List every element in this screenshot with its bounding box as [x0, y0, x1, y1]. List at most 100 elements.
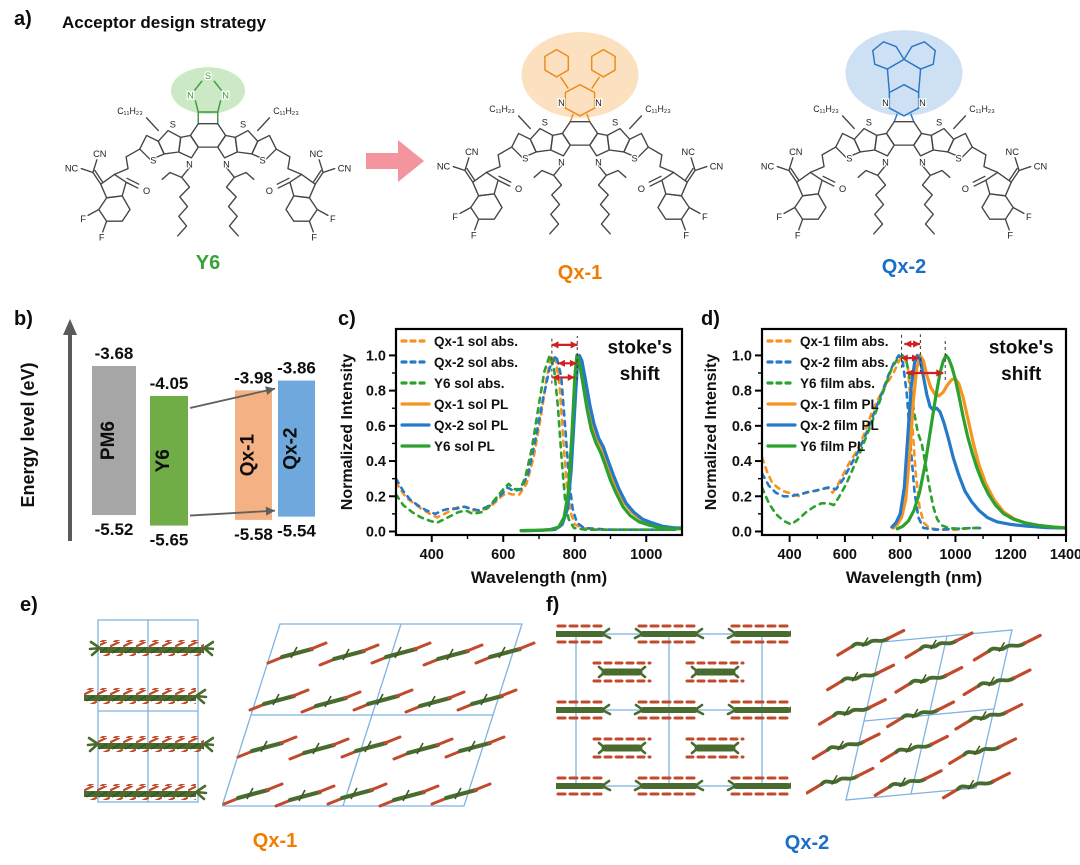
axes: 400 600 800 1000 0.0 0.2 0.4 0.6 0.8 1.0 Wavelengt… [339, 348, 662, 587]
legend-label: Y6 sol abs. [434, 376, 505, 391]
f-label: F [1007, 231, 1013, 241]
legend-label: Qx-1 sol abs. [434, 334, 518, 349]
lamella-row [84, 688, 208, 705]
lumo-value: -4.05 [150, 374, 189, 393]
f-label: F [99, 233, 105, 243]
plot-frame [760, 327, 1068, 537]
o-label: O [515, 184, 522, 194]
f-label: F [471, 231, 477, 241]
n-atom-label: N [882, 158, 889, 168]
alkyl-label: C₁₁H₂₃ [273, 106, 299, 116]
panel-d-label: d) [701, 308, 720, 330]
x-tick-label: 800 [563, 547, 587, 563]
arrow-head [552, 373, 560, 382]
y-tick-label: 0.4 [366, 454, 386, 470]
y6-atom-labels: C₁₁H₂₃ C₁₁H₂₃ S S S S N N CN NC O F F NC… [64, 105, 353, 244]
homo-value: -5.65 [150, 531, 189, 550]
y-tick-label: 0.8 [366, 384, 386, 400]
n-atom-label: N [558, 158, 565, 168]
film-spectra-chart: 400 600 800 1000 1200 1400 0.0 0.2 0.4 0.6 0.8 1.0 W… [703, 327, 1080, 587]
legend-label: Qx-2 sol PL [434, 418, 508, 433]
s-atom-label: S [936, 118, 942, 128]
alkyl-label: C₁₁H₂₃ [969, 104, 995, 114]
y-tick-label: 0.6 [732, 419, 752, 435]
panel-a-title: Acceptor design strategy [62, 13, 267, 32]
x-tick-label: 600 [833, 547, 857, 563]
s-atom-label: S [205, 71, 211, 81]
legend-label: Qx-1 film PL [800, 397, 879, 412]
series-Y6-sol-PL [519, 353, 682, 533]
qx2-packing-front-view [556, 608, 791, 808]
f-label: F [776, 212, 782, 222]
f-label: F [330, 214, 336, 224]
thiadiazole-group: S N N [186, 70, 230, 124]
lumo-value: -3.98 [234, 368, 273, 387]
f-label: F [683, 231, 689, 241]
x-tick-label: 600 [491, 547, 515, 563]
f-label: F [452, 212, 458, 222]
o-label: O [638, 184, 645, 194]
homo-value: -5.58 [234, 525, 273, 544]
rod-rows [224, 643, 534, 806]
cn-label: CN [1034, 161, 1047, 171]
legend: Qx-1 film abs. Qx-2 film abs. Y6 film abs.… [766, 334, 889, 454]
lamella-row [86, 736, 214, 753]
arrow-head [570, 341, 578, 349]
n-atom-label: N [919, 158, 926, 168]
qx1-packing-front-view [84, 619, 214, 803]
molecule-qx1: N N C₁₁H₂₃ C₁₁H₂₃ S S S S N N CN NC O F … [436, 32, 725, 242]
y-tick-label: 0.6 [366, 419, 386, 435]
n-atom-label: N [223, 160, 230, 170]
cn-label: CN [710, 161, 723, 171]
arrow-head [557, 359, 565, 367]
annotation-line2: shift [1001, 364, 1042, 385]
series-Qx-2-film-abs- [762, 354, 985, 531]
alkyl-label: C₁₁H₂₃ [813, 104, 839, 114]
panel-f-label: f) [546, 594, 560, 616]
nc-label: NC [65, 163, 79, 173]
f-label: F [1026, 212, 1032, 222]
level-bar-Y6 [150, 395, 188, 526]
panel-e-label: e) [20, 594, 38, 616]
arrow-line [189, 509, 276, 517]
design-strategy-arrow-icon [366, 140, 424, 182]
panel-a-label: a) [14, 8, 32, 30]
annotation-line1: stoke's [989, 338, 1054, 359]
o-label: O [143, 186, 150, 196]
phenanthro-quinoxaline-group: N N [872, 40, 936, 122]
s-atom-label: S [150, 156, 156, 166]
legend-label: Qx-1 film abs. [800, 334, 889, 349]
lamella-row [88, 640, 214, 657]
arrow-head [567, 373, 575, 382]
cn-label: CN [465, 147, 478, 157]
s-atom-label: S [956, 154, 962, 164]
s-atom-label: S [846, 154, 852, 164]
f-label: F [795, 231, 801, 241]
nc-label: NC [437, 161, 451, 171]
qx1-atom-labels: C₁₁H₂₃ C₁₁H₂₃ S S S S N N CN NC O F F NC… [436, 103, 725, 242]
legend-label: Y6 film abs. [800, 376, 875, 391]
x-tick-label: 1200 [995, 547, 1027, 563]
arrow-line [189, 387, 276, 409]
qx1-caption: Qx-1 [557, 262, 603, 284]
y-axis-label: Normalized Intensity [703, 354, 720, 511]
qx2-highlight-ellipse [845, 30, 963, 116]
molecule-qx2: N N C₁₁H₂₃ C₁₁H₂₃ S S S S N N CN NC O F … [760, 30, 1048, 242]
y-tick-label: 1.0 [366, 348, 386, 364]
series-group [762, 353, 1066, 531]
y-tick-label: 0.2 [732, 489, 752, 505]
series-Y6-film-PL [895, 353, 1066, 531]
y-tick-label: 0.0 [732, 524, 752, 540]
s-atom-label: S [522, 154, 528, 164]
bar-name-PM6: PM6 [98, 421, 119, 460]
level-bar-Qx-2 [278, 380, 315, 517]
x-tick-label: 1400 [1050, 547, 1080, 563]
arrow-head [913, 340, 921, 348]
axes: 400 600 800 1000 1200 1400 0.0 0.2 0.4 0.6 0.8 1.0 W… [703, 348, 1080, 587]
series-Y6-film-abs- [762, 354, 985, 531]
cn-label: CN [93, 149, 106, 159]
energy-axis-label: Energy level (eV) [18, 362, 38, 507]
alkyl-label: C₁₁H₂₃ [489, 104, 515, 114]
alkyl-label: C₁₁H₂₃ [117, 106, 143, 116]
